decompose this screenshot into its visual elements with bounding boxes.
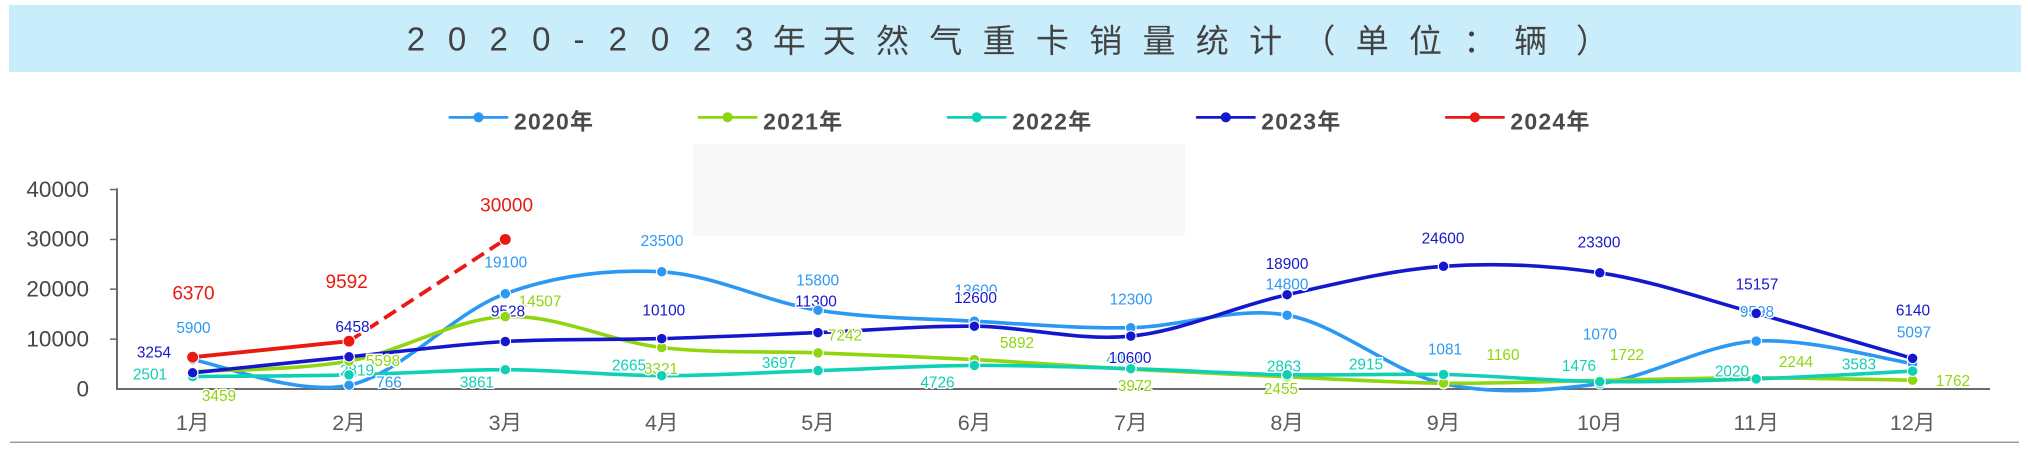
svg-text:3459: 3459 [202, 388, 236, 405]
svg-text:0: 0 [76, 376, 89, 401]
svg-text:10100: 10100 [642, 303, 685, 320]
svg-text:2023: 2023 [1261, 109, 1317, 135]
svg-text:4: 4 [645, 411, 657, 435]
svg-text:23300: 23300 [1578, 235, 1621, 252]
svg-text:8: 8 [1270, 411, 1282, 435]
svg-text:3972: 3972 [1118, 378, 1152, 395]
svg-text:5892: 5892 [1000, 335, 1034, 352]
svg-text:3: 3 [489, 411, 501, 435]
svg-text:18900: 18900 [1266, 256, 1309, 273]
svg-text:9: 9 [1427, 411, 1439, 435]
svg-text:19100: 19100 [484, 254, 527, 271]
svg-text:23500: 23500 [641, 233, 684, 250]
svg-text:1070: 1070 [1583, 327, 1617, 344]
svg-text:1476: 1476 [1562, 358, 1596, 375]
svg-text:2: 2 [609, 21, 627, 58]
svg-text:20000: 20000 [26, 277, 89, 302]
svg-text:-: - [574, 21, 585, 58]
svg-text:12: 12 [1890, 411, 1914, 435]
svg-text:14507: 14507 [519, 293, 562, 310]
svg-text:766: 766 [376, 375, 402, 392]
svg-text:7: 7 [1114, 411, 1126, 435]
svg-text:3: 3 [735, 21, 753, 58]
svg-text:11300: 11300 [795, 294, 837, 311]
svg-text:2024: 2024 [1510, 109, 1566, 135]
svg-text:14800: 14800 [1266, 276, 1309, 293]
svg-text:2: 2 [490, 21, 508, 58]
svg-text:5598: 5598 [366, 353, 400, 370]
svg-text:30000: 30000 [26, 227, 89, 252]
svg-text:2501: 2501 [133, 367, 167, 384]
svg-text:7242: 7242 [828, 328, 862, 345]
svg-text:2244: 2244 [1779, 354, 1814, 371]
svg-text:2455: 2455 [1264, 381, 1298, 398]
svg-text:8321: 8321 [644, 361, 678, 378]
svg-text:12300: 12300 [1110, 292, 1153, 309]
svg-text:15800: 15800 [796, 273, 839, 290]
svg-text:5: 5 [801, 411, 813, 435]
svg-text:13600: 13600 [955, 283, 998, 300]
svg-text:10600: 10600 [1109, 350, 1152, 367]
svg-text:6140: 6140 [1896, 303, 1930, 320]
svg-text:15157: 15157 [1736, 277, 1779, 294]
svg-text:1: 1 [176, 411, 188, 435]
svg-text:2: 2 [693, 21, 711, 58]
svg-text:1762: 1762 [1936, 373, 1970, 390]
svg-text:6458: 6458 [335, 319, 369, 336]
svg-text:2: 2 [407, 21, 425, 58]
svg-text:1722: 1722 [1610, 347, 1644, 364]
svg-text:1081: 1081 [1428, 342, 1462, 359]
svg-text:2665: 2665 [612, 358, 646, 375]
svg-text:3861: 3861 [460, 375, 494, 392]
svg-text:0: 0 [651, 21, 669, 58]
svg-text:40000: 40000 [26, 177, 89, 202]
svg-text:2020: 2020 [1715, 364, 1749, 381]
svg-text:3583: 3583 [1842, 356, 1876, 373]
svg-text:1160: 1160 [1486, 347, 1519, 364]
svg-text:3697: 3697 [762, 355, 796, 372]
svg-text:3254: 3254 [137, 345, 172, 362]
svg-text:10: 10 [1577, 411, 1601, 435]
svg-text:11: 11 [1734, 411, 1756, 435]
svg-text:0: 0 [532, 21, 550, 58]
svg-text:9592: 9592 [326, 272, 368, 293]
svg-text:30000: 30000 [480, 196, 533, 217]
svg-text:2863: 2863 [1267, 359, 1301, 376]
svg-text:24600: 24600 [1422, 231, 1465, 248]
svg-text:5097: 5097 [1897, 325, 1931, 342]
svg-text:2021: 2021 [763, 109, 819, 135]
svg-text:6: 6 [958, 411, 970, 435]
svg-text:4726: 4726 [920, 375, 954, 392]
svg-text:5900: 5900 [176, 320, 210, 337]
svg-text:2020: 2020 [514, 109, 570, 135]
svg-text:2915: 2915 [1349, 356, 1383, 373]
svg-text:0: 0 [448, 21, 466, 58]
svg-text:2022: 2022 [1012, 109, 1068, 135]
svg-text:6370: 6370 [172, 283, 214, 304]
svg-text:2: 2 [332, 411, 344, 435]
svg-text:12600: 12600 [954, 290, 997, 307]
svg-text:10000: 10000 [26, 326, 89, 351]
